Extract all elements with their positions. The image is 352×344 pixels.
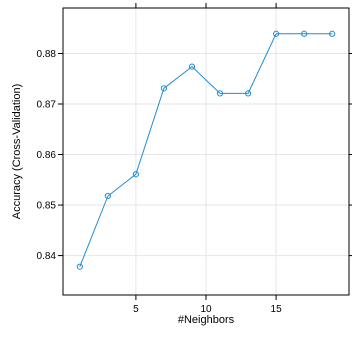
data-point bbox=[301, 30, 308, 37]
y-tick-label: 0.84 bbox=[37, 251, 57, 262]
data-point bbox=[76, 263, 83, 270]
data-point bbox=[329, 30, 336, 37]
x-tick-label: 15 bbox=[271, 304, 283, 315]
x-tick-label: 5 bbox=[133, 304, 139, 315]
axis-ticks: 5 10 15 0.84 0.85 0.86 0.87 0.88 bbox=[37, 3, 352, 315]
series-line bbox=[79, 33, 333, 267]
grid-lines bbox=[63, 8, 349, 295]
data-point bbox=[216, 90, 224, 97]
y-tick-label: 0.85 bbox=[37, 201, 57, 212]
y-tick-label: 0.87 bbox=[37, 100, 57, 111]
x-tick-label: 10 bbox=[200, 304, 212, 315]
data-point bbox=[104, 192, 111, 200]
y-axis-title: Accuracy (Cross-Validation) bbox=[11, 84, 23, 220]
series-accuracy bbox=[76, 30, 336, 270]
data-point bbox=[188, 63, 196, 70]
y-tick-label: 0.86 bbox=[37, 150, 57, 161]
y-tick-label: 0.88 bbox=[37, 49, 57, 60]
data-point bbox=[244, 90, 252, 97]
x-axis-title: #Neighbors bbox=[178, 314, 235, 326]
data-point bbox=[272, 30, 280, 37]
data-point bbox=[132, 171, 140, 178]
data-point bbox=[160, 85, 168, 92]
